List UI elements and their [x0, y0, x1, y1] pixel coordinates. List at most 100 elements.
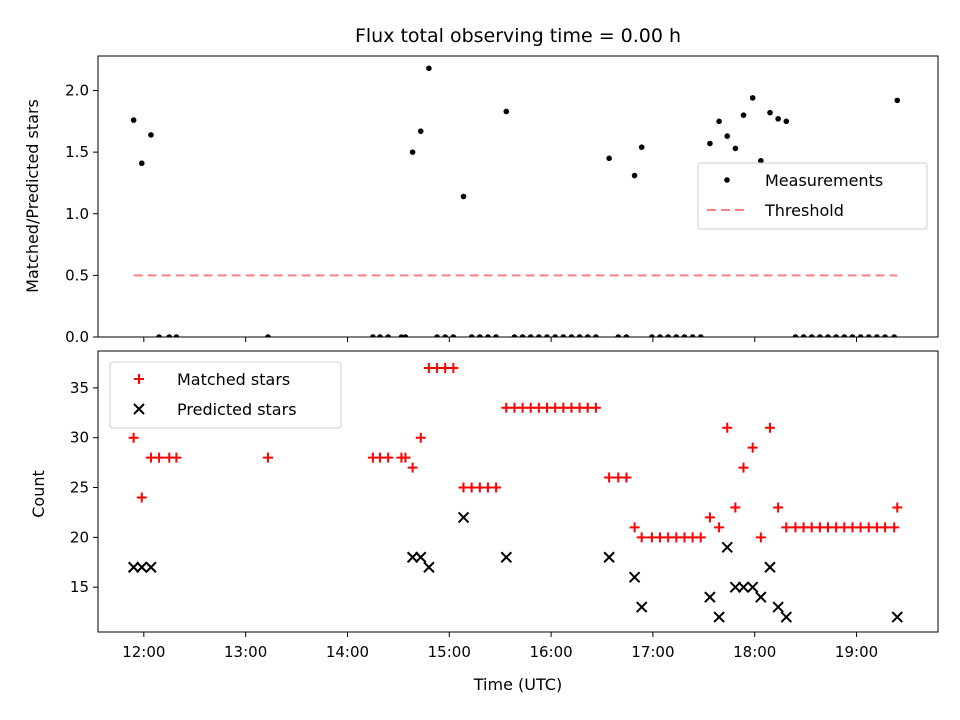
measurement-point [460, 193, 467, 200]
measurement-point [385, 334, 391, 337]
measurement-point [442, 334, 448, 337]
legend-box [109, 361, 342, 429]
measurement-point [584, 334, 591, 337]
measurement-point [503, 108, 510, 115]
x-tick-label: 15:00 [428, 643, 471, 661]
matched-star-marker [892, 502, 903, 513]
measurement-point [544, 334, 550, 337]
predicted-star-marker [772, 601, 784, 613]
y-tick-label: 0.0 [65, 328, 89, 346]
measurement-point [485, 334, 491, 337]
data-layer [127, 362, 903, 623]
matched-star-marker [880, 522, 891, 533]
y-tick-label: 35 [70, 379, 89, 397]
measurement-point [265, 334, 271, 337]
measurement-point [615, 334, 622, 337]
measurement-point [138, 160, 145, 167]
measurement-point [468, 334, 475, 337]
x-tick-label: 14:00 [326, 643, 369, 661]
measurement-point [552, 334, 558, 337]
matched-star-marker [171, 452, 182, 463]
measurement-point [825, 334, 831, 337]
measurement-point [623, 334, 630, 337]
measurement-point [477, 334, 483, 337]
matched-star-marker [730, 502, 741, 513]
measurement-point [681, 334, 688, 337]
measurement-point [817, 334, 823, 337]
measurement-point [767, 109, 773, 116]
measurement-point [493, 334, 499, 337]
legend-label: Matched stars [177, 370, 290, 389]
matched-star-marker [704, 512, 715, 523]
measurement-point [631, 172, 638, 179]
measurement-point [874, 334, 880, 337]
legend-marker-measurements [724, 177, 730, 183]
matched-star-marker [695, 532, 706, 543]
y-tick-label: 30 [70, 429, 89, 447]
measurement-point [519, 334, 526, 337]
y-tick-label: 1.0 [65, 205, 89, 223]
measurement-point [511, 334, 518, 337]
matched-star-marker [407, 462, 418, 473]
predicted-star-marker [636, 601, 648, 613]
measurement-point [638, 144, 645, 151]
y-tick-label: 0.5 [65, 266, 89, 284]
matched-star-marker [400, 452, 411, 463]
matched-star-marker [889, 522, 900, 533]
predicted-star-marker [127, 561, 140, 573]
predicted-star-marker [406, 551, 419, 563]
measurement-point [665, 334, 671, 337]
predicted-star-marker [457, 511, 470, 524]
predicted-star-marker [145, 561, 157, 573]
matched-star-marker [636, 532, 647, 543]
measurement-point [173, 334, 180, 337]
matched-star-marker [714, 522, 725, 533]
measurement-point [724, 133, 731, 139]
measurement-point [707, 140, 713, 147]
x-tick-label: 13:00 [224, 643, 267, 661]
measurement-point [800, 334, 807, 337]
x-tick-label: 12:00 [122, 643, 165, 661]
matched-star-marker [448, 362, 459, 373]
legend-marker-matched [134, 374, 144, 384]
matched-star-marker [747, 442, 758, 453]
measurement-point [434, 334, 440, 337]
y-tick-label: 20 [70, 528, 89, 546]
measurement-point [657, 334, 663, 337]
ratio-plot-panel: 0.0 0.5 1.0 1.5 2.0 Measurements Threshold [65, 55, 939, 346]
x-tick-label: 19:00 [835, 643, 878, 661]
measurement-point [857, 334, 864, 337]
matched-star-marker [773, 502, 784, 513]
measurement-point [775, 116, 781, 122]
measurement-point [417, 128, 424, 134]
matched-star-marker [755, 532, 766, 543]
measurement-point [673, 334, 680, 337]
x-tick-label: 17:00 [631, 643, 674, 661]
predicted-star-marker [500, 551, 512, 563]
matched-star-marker [154, 452, 165, 463]
measurement-point [426, 65, 432, 72]
measurement-point [649, 334, 655, 337]
predicted-star-marker [713, 611, 725, 623]
measurement-point [560, 334, 567, 337]
predicted-star-marker [415, 551, 427, 563]
measurement-point [370, 334, 376, 337]
legend-label: Measurements [765, 171, 883, 190]
y-tick-label: 1.5 [65, 143, 89, 161]
matched-star-marker [781, 522, 792, 533]
measurement-point [527, 334, 534, 337]
legend-label: Threshold [764, 201, 844, 220]
data-layer [130, 65, 901, 337]
matched-star-marker [629, 522, 640, 533]
measurement-point [841, 334, 848, 337]
predicted-star-marker [136, 561, 148, 573]
predicted-star-marker [423, 561, 435, 573]
plot-frame [97, 350, 939, 633]
legend: Matched stars Predicted stars [109, 361, 342, 429]
predicted-star-marker [628, 571, 641, 583]
measurement-point [849, 334, 856, 337]
predicted-star-marker [780, 611, 792, 623]
predicted-star-marker [891, 611, 903, 623]
